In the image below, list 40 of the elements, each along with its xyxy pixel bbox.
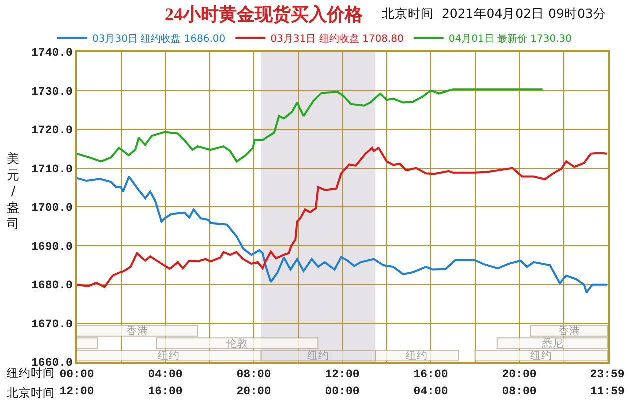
x-tick-label: 23:59: [590, 368, 625, 382]
y-tick-label: 1740.0: [32, 47, 74, 60]
legend-label: 04月01日 最新价 1730.30: [448, 32, 572, 45]
y-tick-label: 1700.0: [32, 202, 74, 216]
line-series: [77, 88, 544, 163]
x2-tick-label: 12:00: [60, 386, 94, 398]
y-tick-label: 1690.0: [32, 240, 74, 254]
line-series: [77, 147, 608, 288]
y-tick-label: 1720.0: [32, 124, 74, 138]
x-tick-label: 20:00: [502, 368, 537, 382]
y-tick-label: 1680.0: [32, 280, 74, 293]
x2-axis-title: 北京时间: [7, 386, 55, 400]
data-label: 纽约: [530, 350, 553, 362]
y-tick-label: 1730.0: [32, 86, 74, 99]
legend-label: 03月31日 纽约收盘 1708.80: [270, 32, 404, 45]
x2-tick-label: 00:00: [325, 386, 360, 398]
x2-tick-label: 08:00: [502, 386, 537, 398]
data-label: 纽约: [158, 350, 180, 362]
y-tick-label: 1710.0: [32, 163, 74, 176]
x-tick-label: 08:00: [236, 368, 272, 382]
y-axis-title: 美元/盎司: [7, 151, 20, 231]
data-label: 伦敦: [226, 336, 248, 350]
line-series: [77, 176, 608, 294]
x-tick-label: 12:00: [325, 368, 360, 382]
text: 北京时间 2021年04月02日 09时03分: [382, 6, 606, 21]
x-tick-label: 04:00: [148, 368, 183, 382]
legend-label: 03月30日 纽约收盘 1686.00: [92, 32, 226, 45]
y-tick-label: 1670.0: [32, 318, 74, 332]
data-label: 悉尼: [541, 336, 564, 350]
data-label: 香港: [558, 324, 580, 338]
x2-tick-label: 11:59: [590, 386, 625, 398]
chart-title: 24小时黄金现货买入价格: [165, 4, 364, 24]
x-tick-label: 00:00: [60, 368, 94, 382]
data-label: 纽约: [406, 350, 428, 362]
x2-tick-label: 16:00: [148, 386, 183, 398]
x2-tick-label: 04:00: [414, 386, 448, 398]
x2-tick-label: 20:00: [236, 386, 272, 398]
x-tick-label: 16:00: [414, 368, 448, 382]
data-label: 纽约: [307, 350, 330, 362]
data-label: 香港: [126, 324, 148, 338]
